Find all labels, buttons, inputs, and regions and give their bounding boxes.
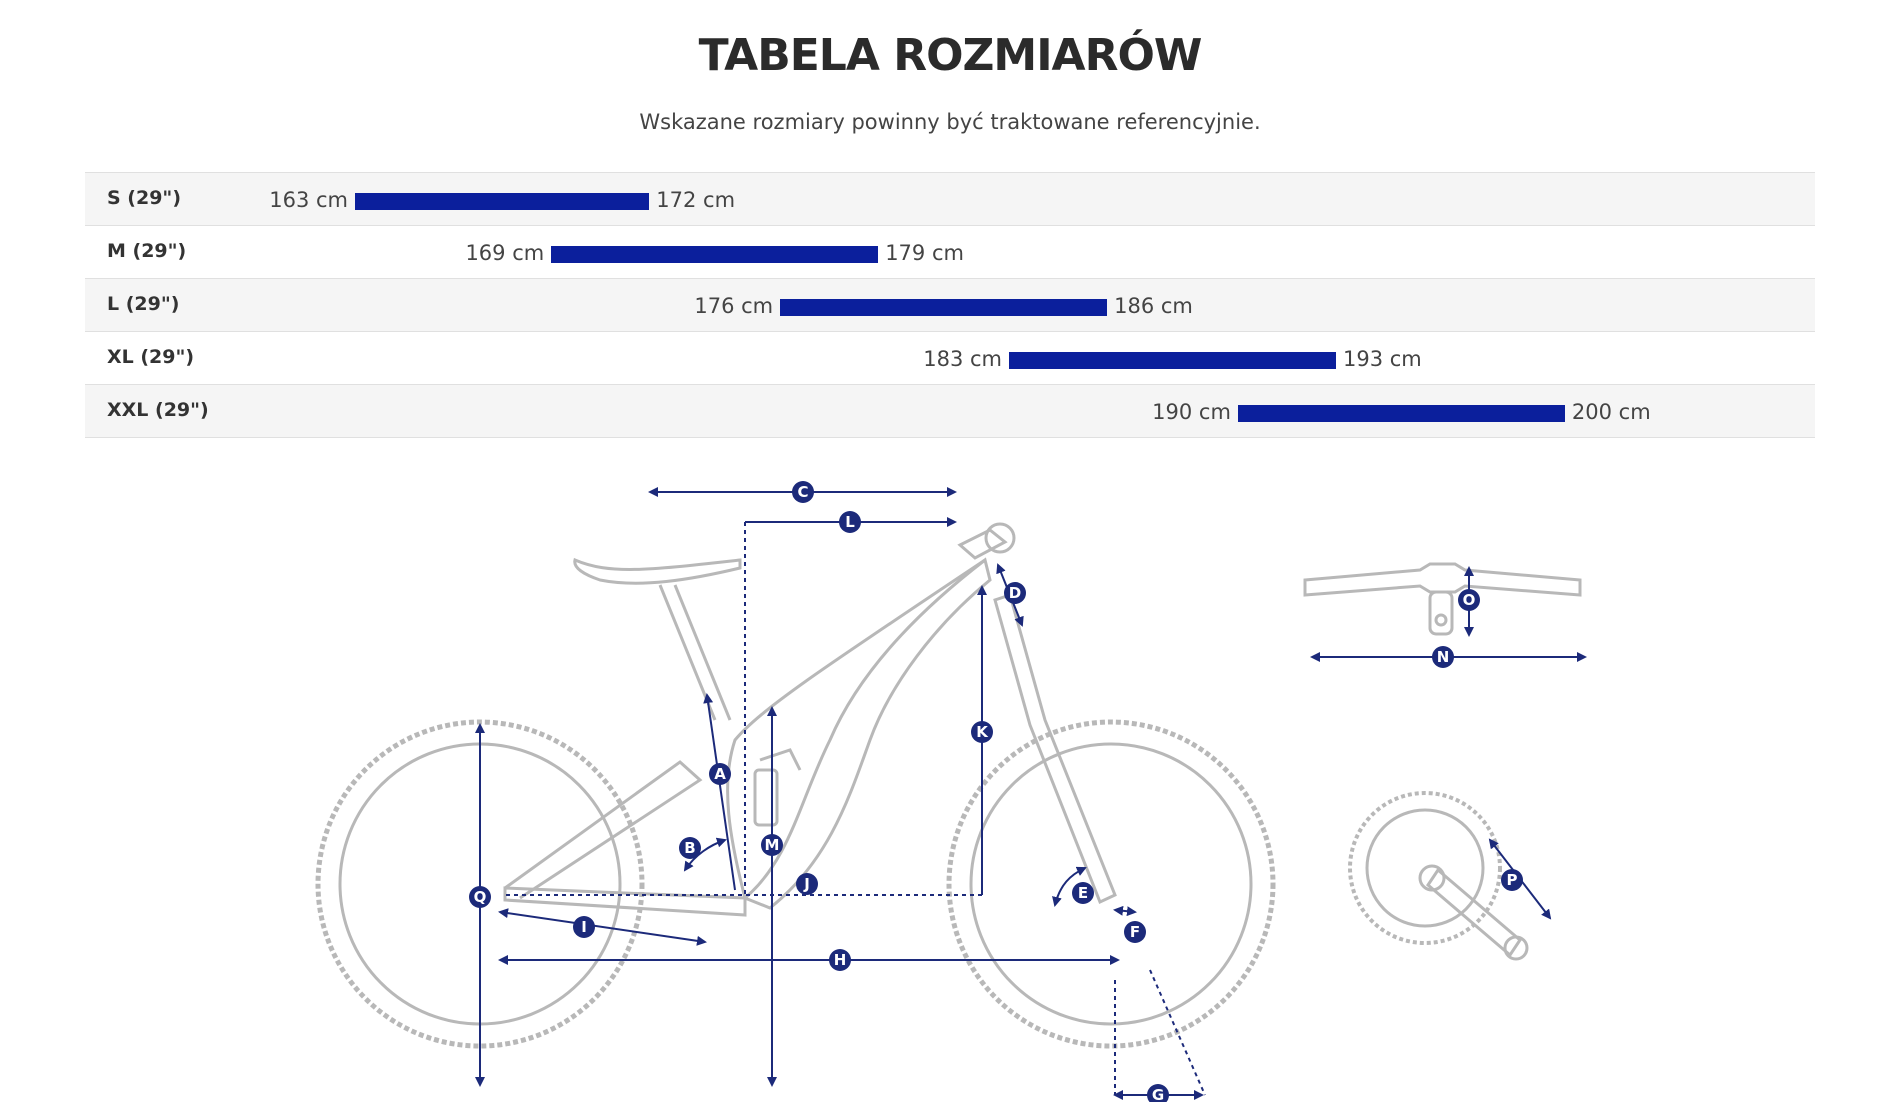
- size-row-m: M (29") 169 cm 179 cm: [85, 225, 1815, 278]
- svg-text:M: M: [765, 836, 780, 854]
- range-max: 193 cm: [1343, 347, 1422, 371]
- range-bar: [355, 193, 650, 210]
- range-bar: [1237, 405, 1565, 422]
- size-label: M (29"): [107, 240, 187, 262]
- size-row-l: L (29") 176 cm 186 cm: [85, 278, 1815, 331]
- svg-text:N: N: [1437, 648, 1450, 666]
- size-row-xl: XL (29") 183 cm 193 cm: [85, 331, 1815, 384]
- badge-k: K: [971, 721, 993, 743]
- front-wheel-icon: [946, 719, 1276, 1049]
- badge-n: N: [1432, 646, 1454, 668]
- svg-text:D: D: [1009, 584, 1021, 602]
- svg-text:C: C: [797, 483, 808, 501]
- range-min: 163 cm: [269, 188, 348, 212]
- range-min: 176 cm: [694, 294, 774, 318]
- badge-h: H: [829, 949, 851, 971]
- saddle-icon: [573, 557, 742, 585]
- badge-a: A: [709, 763, 731, 785]
- page-title: TABELA ROZMIARÓW: [698, 30, 1203, 81]
- svg-text:I: I: [581, 918, 587, 936]
- badge-f: F: [1124, 921, 1146, 943]
- size-label: XL (29"): [107, 346, 195, 368]
- svg-text:Q: Q: [474, 888, 487, 906]
- size-label: S (29"): [107, 187, 182, 209]
- badge-g: G: [1147, 1084, 1169, 1102]
- rear-wheel-icon: [315, 719, 645, 1049]
- badge-m: M: [761, 834, 783, 856]
- svg-text:H: H: [834, 951, 847, 969]
- svg-text:K: K: [976, 723, 989, 741]
- svg-text:O: O: [1463, 591, 1476, 609]
- range-bar: [780, 299, 1108, 316]
- badge-d: D: [1004, 582, 1026, 604]
- range-bar: [1009, 352, 1336, 369]
- svg-text:E: E: [1078, 884, 1088, 902]
- svg-text:G: G: [1152, 1086, 1164, 1102]
- range-max: 179 cm: [885, 241, 964, 265]
- size-label: XXL (29"): [107, 399, 209, 421]
- range-min: 183 cm: [923, 347, 1002, 371]
- badge-o: O: [1458, 589, 1480, 611]
- badge-j: J: [796, 873, 818, 895]
- badge-i: I: [573, 916, 595, 938]
- geometry-svg: A B C D E F G H I J K L M N O P Q: [315, 481, 1587, 1102]
- svg-text:J: J: [803, 875, 810, 893]
- range-min: 169 cm: [465, 241, 545, 265]
- svg-text:P: P: [1507, 871, 1518, 889]
- range-max: 186 cm: [1114, 294, 1193, 318]
- size-table: S (29") 163 cm 172 cm M (29") 169 cm 179…: [85, 172, 1815, 438]
- bike-geometry-diagram: A B C D E F G H I J K L M N O P Q: [0, 440, 1900, 1102]
- svg-text:B: B: [684, 839, 695, 857]
- badge-e: E: [1072, 882, 1094, 904]
- svg-text:A: A: [714, 765, 726, 783]
- badge-q: Q: [469, 886, 491, 908]
- svg-text:F: F: [1130, 923, 1140, 941]
- range-max: 172 cm: [656, 188, 736, 212]
- range-min: 190 cm: [1152, 400, 1231, 424]
- badge-p: P: [1501, 869, 1523, 891]
- range-max: 200 cm: [1571, 400, 1651, 424]
- handlebar-top-view-icon: [1303, 562, 1582, 597]
- size-row-s: S (29") 163 cm 172 cm: [85, 172, 1815, 225]
- badge-c: C: [792, 481, 814, 503]
- badge-b: B: [679, 837, 701, 859]
- range-bar: [551, 246, 879, 263]
- page-subtitle: Wskazane rozmiary powinny być traktowane…: [639, 110, 1261, 134]
- badge-l: L: [839, 511, 861, 533]
- svg-text:L: L: [845, 513, 855, 531]
- size-row-xxl: XXL (29") 190 cm 200 cm: [85, 384, 1815, 438]
- measurement-badges: A B C D E F G H I J K L M N O P Q: [469, 481, 1523, 1102]
- bike-outline: [315, 522, 1582, 1049]
- size-label: L (29"): [107, 293, 180, 315]
